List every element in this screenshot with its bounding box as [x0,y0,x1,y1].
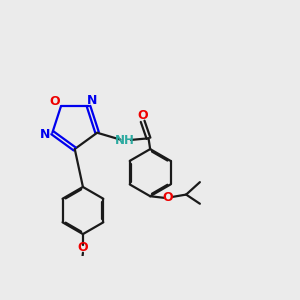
Text: O: O [137,109,148,122]
Text: N: N [40,128,50,141]
Text: O: O [50,95,60,108]
Text: NH: NH [115,134,135,147]
Text: O: O [163,191,173,204]
Text: O: O [78,241,88,254]
Text: N: N [87,94,98,107]
